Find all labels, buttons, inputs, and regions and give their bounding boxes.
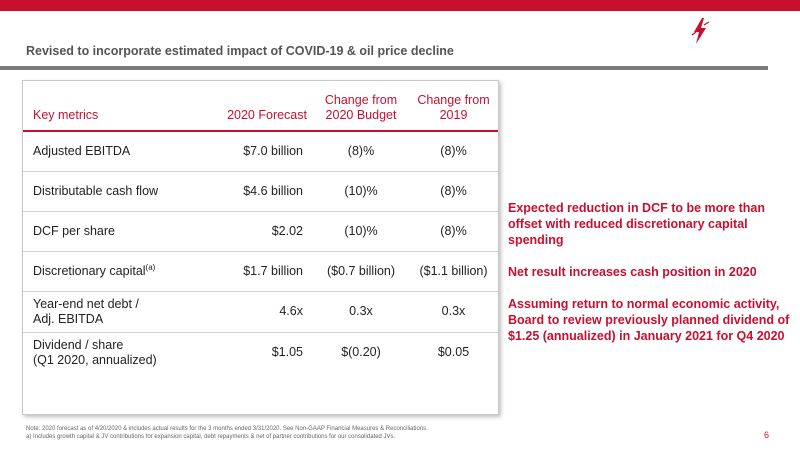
forecast-value: $2.02 xyxy=(199,211,313,252)
table-row: Dividend / share (Q1 2020, annualized) $1… xyxy=(23,332,498,373)
metric-label: Dividend / share (Q1 2020, annualized) xyxy=(23,332,199,373)
prior-change-value: (8)% xyxy=(409,211,498,252)
forecast-value: $1.05 xyxy=(271,345,303,360)
slide-subtitle: Revised to incorporate estimated impact … xyxy=(26,44,454,58)
table-row: Adjusted EBITDA $7.0 billion (8)% (8)% xyxy=(23,131,498,172)
metric-label-line1: Dividend / share xyxy=(33,337,124,352)
budget-change-value: (8)% xyxy=(313,131,409,172)
footnotes: Note: 2020 forecast as of 4/20/2020 & in… xyxy=(26,425,428,441)
forecast-value: $4.6 billion xyxy=(199,171,313,212)
header-key-metrics: Key metrics xyxy=(23,81,199,132)
header-change-budget-line2: 2020 Budget xyxy=(325,108,397,122)
metric-label-line1: Year-end net debt / xyxy=(33,296,139,311)
takeaway-item: Expected reduction in DCF to be more tha… xyxy=(508,201,765,247)
key-takeaways: Expected reduction in DCF to be more tha… xyxy=(508,200,793,360)
metric-label-line2: Adj. EBITDA xyxy=(33,311,104,326)
table-header-row: Key metrics 2020 Forecast Change from 20… xyxy=(23,81,498,132)
table-row: Distributable cash flow $4.6 billion (10… xyxy=(23,171,498,212)
metric-label: DCF per share xyxy=(23,211,199,252)
footnote-line: a) Includes growth capital & JV contribu… xyxy=(26,434,396,440)
budget-change-value: $(0.20) xyxy=(341,345,381,360)
prior-change-value: ($1.1 billion) xyxy=(409,251,498,292)
header-divider xyxy=(0,66,768,70)
forecast-value: 4.6x xyxy=(199,291,313,333)
lightning-logo-icon xyxy=(691,18,710,44)
takeaway-item: Assuming return to normal economic activ… xyxy=(508,297,790,343)
forecast-value: $1.7 billion xyxy=(199,251,313,292)
header-change-budget-line1: Change from xyxy=(324,93,398,107)
metrics-table-panel: Key metrics 2020 Forecast Change from 20… xyxy=(22,80,499,415)
header-change-2019-line1: Change from xyxy=(417,93,490,107)
metric-label-line2: (Q1 2020, annualized) xyxy=(33,352,157,367)
prior-change-value: $0.05 xyxy=(437,345,470,360)
prior-change-value: (8)% xyxy=(409,171,498,212)
top-accent-bar xyxy=(0,0,800,11)
prior-change-value: (8)% xyxy=(409,131,498,172)
metric-label: Year-end net debt / Adj. EBITDA xyxy=(23,291,199,333)
header-change-2019: Change from 2019 xyxy=(409,81,498,132)
metrics-table: Key metrics 2020 Forecast Change from 20… xyxy=(23,81,498,373)
budget-change-value: (10)% xyxy=(313,211,409,252)
table-row: DCF per share $2.02 (10)% (8)% xyxy=(23,211,498,252)
page-number: 6 xyxy=(764,430,770,440)
header-change-budget: Change from 2020 Budget xyxy=(313,81,409,132)
header-change-2019-line2: 2019 xyxy=(439,108,468,122)
footnote-line: Note: 2020 forecast as of 4/20/2020 & in… xyxy=(26,426,428,432)
budget-change-value: (10)% xyxy=(313,171,409,212)
metric-label: Adjusted EBITDA xyxy=(23,131,199,172)
footnote-marker: (a) xyxy=(145,262,156,272)
budget-change-value: 0.3x xyxy=(313,291,409,333)
budget-change-value: ($0.7 billion) xyxy=(313,251,409,292)
table-row: Discretionary capital(a) $1.7 billion ($… xyxy=(23,251,498,292)
prior-change-value: 0.3x xyxy=(409,291,498,333)
forecast-value: $7.0 billion xyxy=(199,131,313,172)
metric-label-text: Discretionary capital xyxy=(33,263,146,278)
header-2020-forecast: 2020 Forecast xyxy=(199,81,313,132)
table-row: Year-end net debt / Adj. EBITDA 4.6x 0.3x… xyxy=(23,291,498,333)
metric-label: Distributable cash flow xyxy=(23,171,199,212)
takeaway-item: Net result increases cash position in 20… xyxy=(508,265,757,279)
metric-label: Discretionary capital(a) xyxy=(23,251,199,292)
